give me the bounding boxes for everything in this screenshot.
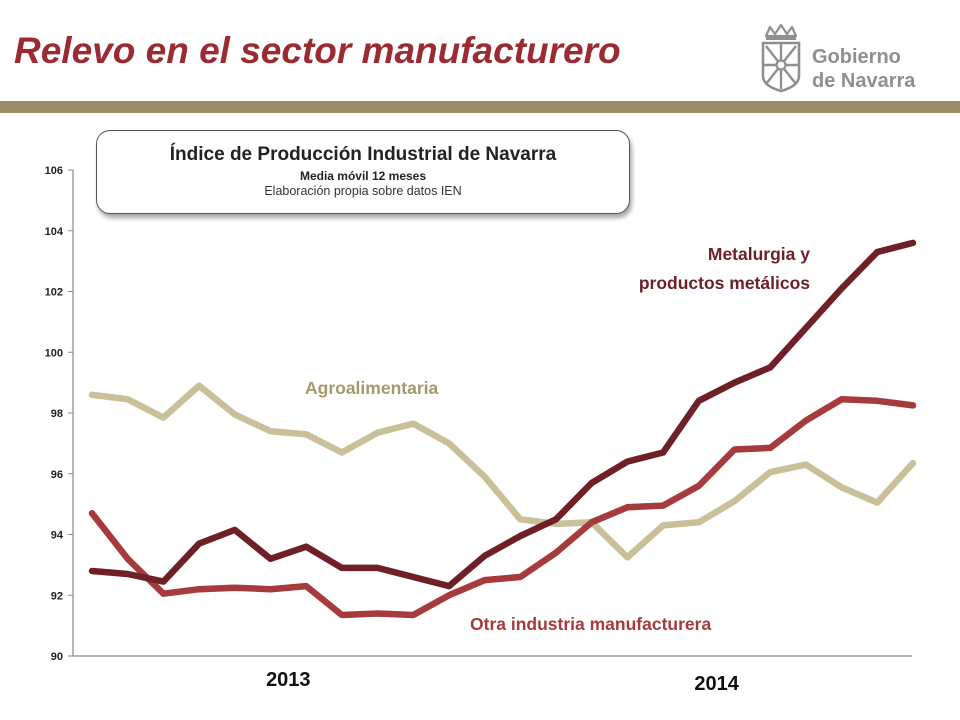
- series-label-otra-industria: Otra industria manufacturera: [470, 614, 712, 634]
- y-tick-label: 104: [45, 226, 64, 238]
- chart-info-box: Índice de Producción Industrial de Navar…: [96, 130, 630, 214]
- logo-text-line2: de Navarra: [812, 70, 916, 92]
- y-tick-label: 90: [51, 651, 63, 663]
- x-group-label-2014: 2014: [694, 673, 739, 695]
- x-group-label-2013: 2013: [266, 669, 311, 691]
- series-label-metalurgia-line2: productos metálicos: [638, 273, 810, 293]
- slide-title: Relevo en el sector manufacturero: [14, 30, 621, 71]
- y-tick-label: 100: [45, 347, 63, 359]
- logo-text-line1: Gobierno: [812, 46, 901, 68]
- y-tick-label: 92: [51, 590, 63, 602]
- y-tick-label: 96: [51, 469, 63, 481]
- y-tick-label: 98: [51, 408, 63, 420]
- series-line-metalurgia: [88, 239, 917, 590]
- series-label-metalurgia: Metalurgia y productos metálicos: [600, 240, 810, 298]
- chart-title: Índice de Producción Industrial de Navar…: [169, 144, 557, 165]
- chart-source: Elaboración propia sobre datos IEN: [264, 184, 462, 198]
- chart-axes: 90 92 94 96 98 100 102 104 106 2013 2014: [45, 165, 912, 695]
- y-tick-label: 106: [45, 165, 63, 177]
- y-tick-label: 102: [45, 287, 63, 299]
- y-tick-label: 94: [51, 530, 64, 542]
- series-label-agroalimentaria: Agroalimentaria: [305, 378, 439, 398]
- series-line-otra: [88, 396, 917, 619]
- chart-subtitle: Media móvil 12 meses: [299, 169, 427, 183]
- chart-series: [88, 239, 917, 619]
- gobierno-navarra-logo: Gobierno de Navarra: [758, 23, 938, 94]
- series-label-metalurgia-line1: Metalurgia y: [707, 244, 810, 264]
- title-divider: [0, 101, 960, 113]
- series-line-agro: [88, 382, 917, 561]
- navarra-coat-of-arms-icon: [761, 23, 801, 93]
